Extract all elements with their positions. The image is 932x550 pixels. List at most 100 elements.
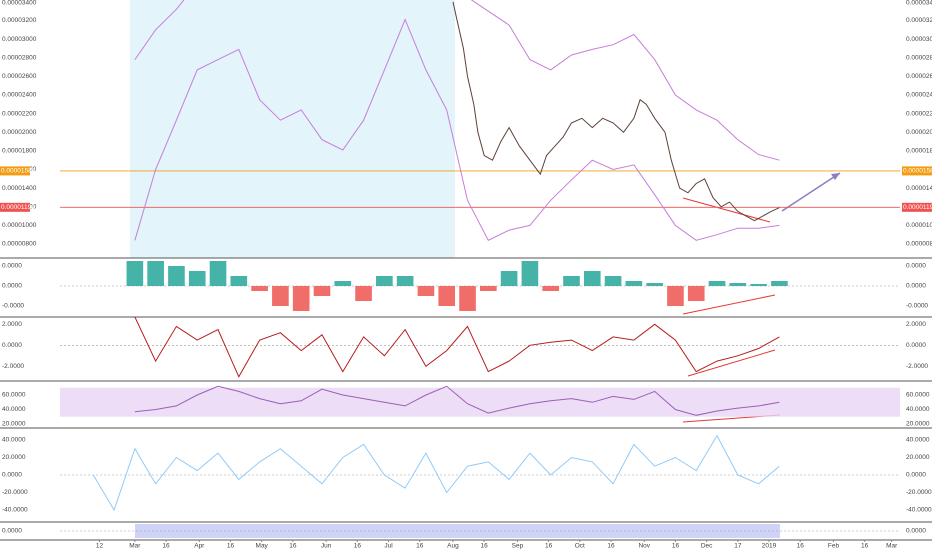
x-tick-label: 12 (96, 543, 104, 550)
x-tick-label: Oct (575, 543, 585, 550)
y-tick-label-left: 60.0000 (2, 392, 26, 399)
y-tick-label-left: 0.0000 (2, 263, 22, 270)
y-tick-label-right: 0.0000 (906, 528, 926, 535)
pane (60, 0, 900, 241)
hist-bar (625, 281, 643, 286)
y-tick-label-right: 0.00002000 (906, 129, 932, 136)
price-label-bg (902, 166, 932, 176)
hist-bar (230, 276, 248, 286)
hist-bar (480, 286, 497, 291)
y-tick-label-right: 0.0000 (906, 263, 926, 270)
y-tick-label-left: 0.0000 (2, 283, 22, 290)
y-tick-label-right: 0.00003000 (906, 36, 932, 43)
y-tick-label-right: 0.00002200 (906, 110, 932, 117)
price-label: 0.00001585 (1, 168, 36, 175)
pane (60, 385, 900, 417)
y-tick-label-right: 0.00003200 (906, 17, 932, 24)
x-tick-label: Sep (512, 543, 524, 550)
series-line (134, 317, 780, 378)
y-tick-label-right: -20.0000 (906, 489, 932, 496)
hist-bar (667, 286, 684, 306)
y-tick-label-left: 20.0000 (2, 421, 26, 428)
trend-line (682, 294, 776, 315)
y-tick-label-left: 0.00001400 (2, 185, 37, 192)
y-tick-label-left: 0.0000 (2, 528, 22, 535)
y-tick-label-left: 0.00002400 (2, 92, 37, 99)
y-tick-label-right: -0.0000 (906, 303, 928, 310)
pane (60, 434, 900, 512)
y-tick-label-left: 0.00002200 (2, 110, 37, 117)
hist-bar (355, 286, 372, 301)
y-tick-label-left: -40.0000 (2, 507, 28, 514)
y-tick-label-left: 20.0000 (2, 454, 26, 461)
hist-bar (750, 284, 767, 286)
projection-arrow (781, 172, 841, 212)
hist-bar (126, 261, 144, 286)
x-tick-label: Jul (384, 543, 393, 550)
x-tick-label: 16 (545, 543, 553, 550)
price-label: 0.00001194 (903, 204, 932, 211)
x-tick-label: May (256, 543, 269, 550)
trend-line (682, 197, 771, 223)
x-tick-label: Mar (886, 543, 898, 550)
hist-bar (188, 271, 206, 286)
y-tick-label-left: 0.0000 (2, 472, 22, 479)
y-tick-label-right: 40.0000 (906, 406, 930, 413)
y-tick-label-right: 40.0000 (906, 437, 930, 444)
y-tick-label-left: 40.0000 (2, 437, 26, 444)
y-tick-label-right: 0.00002800 (906, 54, 932, 61)
y-tick-label-right: 2.0000 (906, 321, 926, 328)
x-tick-label: Apr (194, 543, 205, 550)
y-tick-label-right: 0.0000 (906, 472, 926, 479)
x-tick-label: 16 (416, 543, 424, 550)
series-line (134, 18, 780, 241)
y-tick-label-left: 0.00003000 (2, 36, 37, 43)
hist-bar (313, 286, 331, 296)
y-tick-label-left: 0.00001000 (2, 222, 37, 229)
band (60, 387, 900, 417)
y-tick-label-right: 0.00001000 (906, 222, 932, 229)
y-tick-label-right: 20.0000 (906, 421, 930, 428)
hist-bar (729, 283, 747, 286)
x-tick-label: 16 (162, 543, 170, 550)
hist-bar (646, 283, 663, 286)
y-tick-label-left: 0.00000800 (2, 241, 37, 248)
hist-bar (563, 276, 580, 286)
hist-bar (687, 286, 705, 301)
y-tick-label-right: 0.00002400 (906, 92, 932, 99)
price-label: 0.00001585 (903, 168, 932, 175)
hist-bar (292, 286, 310, 311)
hist-bar (521, 261, 539, 286)
price-label-bg (0, 166, 30, 176)
hist-bar (272, 286, 289, 306)
x-tick-label: 16 (289, 543, 297, 550)
y-tick-label-right: 0.0000 (906, 342, 926, 349)
trend-line (687, 349, 776, 377)
y-tick-label-right: 20.0000 (906, 454, 930, 461)
hist-bar (251, 286, 268, 291)
y-tick-label-right: 0.00003400 (906, 0, 932, 7)
y-tick-label-left: 0.00002600 (2, 73, 37, 80)
series-line (134, 385, 780, 416)
hist-bar (334, 281, 352, 286)
hist-bar (209, 261, 227, 286)
hist-bar (604, 276, 622, 286)
y-tick-label-right: 0.00001800 (906, 148, 932, 155)
y-tick-label-left: 2.0000 (2, 321, 22, 328)
x-tick-label: 16 (481, 543, 489, 550)
series-line (452, 1, 780, 222)
y-tick-label-right: 0.00001400 (906, 185, 932, 192)
y-tick-label-right: 0.0000 (906, 283, 926, 290)
x-tick-label: Jun (321, 543, 332, 550)
y-tick-label-right: -40.0000 (906, 507, 932, 514)
pane (60, 317, 900, 378)
y-tick-label-left: 40.0000 (2, 406, 26, 413)
x-tick-label: 16 (607, 543, 615, 550)
hist-bar (542, 286, 560, 291)
y-tick-label-left: 0.00002000 (2, 129, 37, 136)
x-tick-label: 16 (354, 543, 362, 550)
hist-bar (771, 281, 788, 286)
x-tick-label: Dec (701, 543, 713, 550)
shaded-period (130, 0, 455, 258)
